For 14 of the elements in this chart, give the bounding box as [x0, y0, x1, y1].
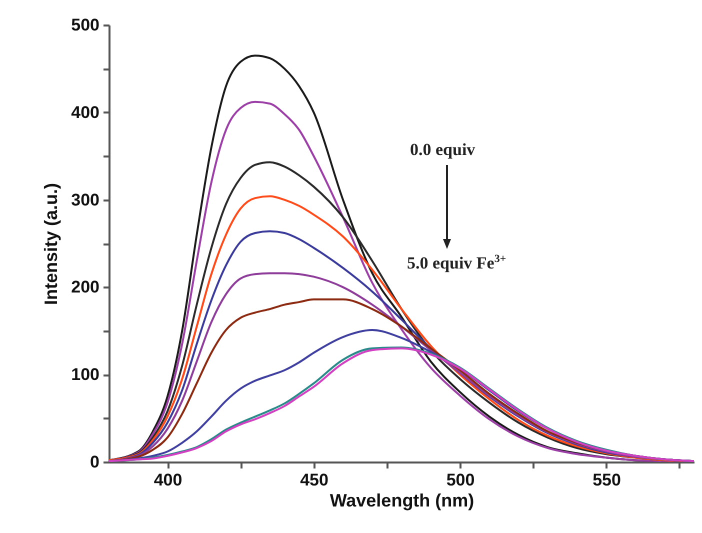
- x-tick-label: 450: [300, 470, 328, 490]
- y-axis-title: Intensity (a.u.): [41, 182, 62, 306]
- x-tick-label: 550: [592, 470, 621, 490]
- y-tick-label: 200: [71, 278, 100, 297]
- x-tick-label: 400: [154, 470, 182, 490]
- y-tick-label: 0: [90, 452, 100, 472]
- annotation: 0.0 equiv: [410, 140, 476, 160]
- y-tick-label: 100: [71, 365, 100, 384]
- y-tick-label: 400: [71, 102, 100, 122]
- x-axis-title: Wavelength (nm): [330, 490, 474, 510]
- annotation: 5.0 equiv Fe$^{3+}$: [407, 253, 506, 274]
- x-tick-label: 500: [446, 470, 475, 490]
- y-tick-label: 500: [71, 16, 100, 34]
- y-tick-label: 300: [71, 190, 100, 210]
